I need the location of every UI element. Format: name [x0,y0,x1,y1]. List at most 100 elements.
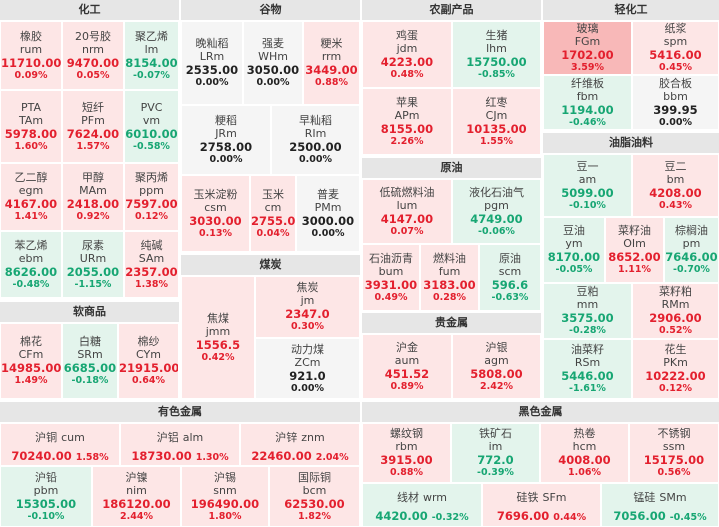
tile-content: 液化石油气 pgm 4749.00 -0.06% [453,186,540,238]
tile-FGm[interactable]: 玻璃 FGm 1702.00 3.59% [543,21,632,75]
contract-code: agm [484,353,509,367]
contract-price: 3000.00 [301,213,355,228]
tile-RMm[interactable]: 菜籽粕 RMm 2906.00 0.52% [632,283,719,339]
tile-pbm[interactable]: 沪铅 pbm 15305.00 -0.10% [0,466,92,527]
tile-SMm[interactable]: 锰硅 SMm 7056.00 -0.45% [601,483,719,527]
tile-PMm[interactable]: 普麦 PMm 3000.00 0.00% [296,175,360,252]
section-agri: 农副产品 鸡蛋 jdm 4223.00 0.48% 生猪 lhm 15750.00 -0.8… [362,0,541,155]
tile-fum[interactable]: 燃料油 fum 3183.00 0.28% [420,244,479,311]
tile-WHm[interactable]: 强麦 WHm 3050.00 0.00% [243,21,303,105]
tile-cum[interactable]: 沪铜 cum 70240.00 1.58% [0,423,120,466]
tile-SFm[interactable]: 硅铁 SFm 7696.00 0.44% [482,483,601,527]
tile-bcm[interactable]: 国际铜 bcm 62530.00 1.82% [269,466,360,527]
tile-SRm[interactable]: 白糖 SRm 6685.00 -0.18% [62,323,118,399]
tile-lm[interactable]: 聚乙烯 lm 8154.00 -0.07% [124,21,179,90]
tile-egm[interactable]: 乙二醇 egm 4167.00 1.41% [0,163,62,231]
contract-code: pm [682,237,701,250]
tile-quote-line: 7056.00 -0.45% [602,505,718,524]
tile-lhm[interactable]: 生猪 lhm 15750.00 -0.85% [452,21,541,88]
tile-vm[interactable]: PVC vm 6010.00 -0.58% [124,90,179,163]
contract-change-pct: -0.06% [478,225,515,237]
tile-scm[interactable]: 原油 scm 596.6 -0.63% [479,244,541,311]
contract-code: znm [301,430,325,444]
tile-jmm[interactable]: 焦煤 jmm 1556.5 0.42% [181,276,255,399]
contract-cn-name: 红枣 [485,95,508,109]
tile-ebm[interactable]: 苯乙烯 ebm 8626.00 -0.48% [0,231,62,298]
tile-ssm[interactable]: 不锈钢 ssm 15175.00 0.56% [629,423,719,483]
tile-snm[interactable]: 沪锡 snm 196490.00 1.80% [181,466,269,527]
tile-ym[interactable]: 豆油 ym 8170.00 -0.05% [543,217,605,283]
contract-change-pct: 2.04% [315,451,349,463]
tile-am[interactable]: 豆一 am 5099.00 -0.10% [543,154,632,217]
tile-aum[interactable]: 沪金 aum 451.52 0.89% [362,334,452,399]
contract-cn-name: 早籼稻 [299,114,332,127]
tile-CYm[interactable]: 棉纱 CYm 21915.00 0.64% [118,323,179,399]
tile-fbm[interactable]: 纤维板 fbm 1194.00 -0.46% [543,75,632,130]
tile-csm[interactable]: 玉米淀粉 csm 3030.00 0.13% [181,175,250,252]
contract-price: 4420.00 [375,509,428,523]
contract-price: 8170.00 [547,250,601,264]
section-title: 化工 [0,0,179,20]
tile-znm[interactable]: 沪锌 znm 22460.00 2.04% [240,423,360,466]
tile-content: 生猪 lhm 15750.00 -0.85% [453,29,540,81]
tile-content: 油菜籽 RSm 5446.00 -1.61% [544,343,631,395]
tile-JRm[interactable]: 粳稻 JRm 2758.00 0.00% [181,105,271,175]
contract-cn-name: 油菜籽 [571,343,604,356]
tile-agm[interactable]: 沪银 agm 5808.00 2.42% [452,334,541,399]
tile-content: 早籼稻 RIm 2500.00 0.00% [272,114,359,166]
tile-content: 豆油 ym 8170.00 -0.05% [544,224,604,276]
tile-ppm[interactable]: 聚丙烯 ppm 7597.00 0.12% [124,163,179,231]
tile-wrm[interactable]: 线材 wrm 4420.00 -0.32% [362,483,482,527]
tile-pgm[interactable]: 液化石油气 pgm 4749.00 -0.06% [452,179,541,244]
tile-bm[interactable]: 豆二 bm 4208.00 0.43% [632,154,719,217]
tile-alm[interactable]: 沪铝 alm 18730.00 1.30% [120,423,240,466]
tile-rum[interactable]: 橡胶 rum 11710.00 0.09% [0,21,62,90]
tile-CJm[interactable]: 红枣 CJm 10135.00 1.55% [452,88,541,155]
tile-LRm[interactable]: 晚籼稻 LRm 2535.00 0.00% [181,21,243,105]
tile-bbm[interactable]: 胶合板 bbm 399.95 0.00% [632,75,719,130]
tile-nrm[interactable]: 20号胶 nrm 9470.00 0.05% [62,21,124,90]
tile-content: 焦煤 jmm 1556.5 0.42% [182,312,254,364]
tile-bum[interactable]: 石油沥青 bum 3931.00 0.49% [362,244,420,311]
tile-jdm[interactable]: 鸡蛋 jdm 4223.00 0.48% [362,21,452,88]
contract-cn-name: 聚乙烯 [135,29,168,43]
tile-RIm[interactable]: 早籼稻 RIm 2500.00 0.00% [271,105,360,175]
tile-APm[interactable]: 苹果 APm 8155.00 2.26% [362,88,452,155]
contract-cn-name: 液化石油气 [469,185,524,199]
tile-nim[interactable]: 沪镍 nim 186120.00 2.44% [92,466,181,527]
tile-jm[interactable]: 焦炭 jm 2347.0 0.30% [255,276,360,338]
tile-hcm[interactable]: 热卷 hcm 4008.00 1.06% [540,423,629,483]
tile-TAm[interactable]: PTA TAm 5978.00 1.60% [0,90,62,163]
tile-PKm[interactable]: 花生 PKm 10222.00 0.12% [632,339,719,399]
tile-pm[interactable]: 棕榈油 pm 7646.00 -0.70% [664,217,719,283]
tile-content: 石油沥青 bum 3931.00 0.49% [363,252,419,304]
tile-rrm[interactable]: 粳米 rrm 3449.00 0.88% [303,21,360,105]
contract-change-pct: 0.00% [659,116,692,128]
tile-PFm[interactable]: 短纤 PFm 7624.00 1.57% [62,90,124,163]
tile-rbm[interactable]: 螺纹钢 rbm 3915.00 0.88% [362,423,451,483]
tile-mm[interactable]: 豆粕 mm 3575.00 -0.28% [543,283,632,339]
tile-RSm[interactable]: 油菜籽 RSm 5446.00 -1.61% [543,339,632,399]
contract-price: 4167.00 [4,197,58,211]
contract-code: bum [378,264,404,278]
tile-URm[interactable]: 尿素 URm 2055.00 -1.15% [62,231,124,298]
tile-spm[interactable]: 纸浆 spm 5416.00 0.45% [632,21,719,75]
contract-change-pct: -0.28% [569,325,606,336]
tile-lum[interactable]: 低硫燃料油 lum 4147.00 0.07% [362,179,452,244]
contract-price: 2758.00 [199,140,253,154]
contract-price: 5099.00 [561,185,614,200]
tile-im[interactable]: 铁矿石 im 772.0 -0.39% [451,423,540,483]
contract-price: 62530.00 [284,496,345,511]
tile-ZCm[interactable]: 动力煤 ZCm 921.0 0.00% [255,338,360,399]
contract-cn-name: 原油 [499,251,521,265]
tile-content: PVC vm 6010.00 -0.58% [125,101,178,153]
tile-MAm[interactable]: 甲醇 MAm 2418.00 0.92% [62,163,124,231]
contract-price: 2055.00 [66,264,120,279]
tile-CFm[interactable]: 棉花 CFm 14985.00 1.49% [0,323,62,399]
tile-SAm[interactable]: 纯碱 SAm 2357.00 1.38% [124,231,179,298]
tile-name-line: 锰硅 SMm [602,486,718,505]
tile-OIm[interactable]: 菜籽油 OIm 8652.00 1.11% [605,217,664,283]
contract-change-pct: 0.12% [659,383,692,394]
contract-price: 18730.00 [131,448,192,463]
